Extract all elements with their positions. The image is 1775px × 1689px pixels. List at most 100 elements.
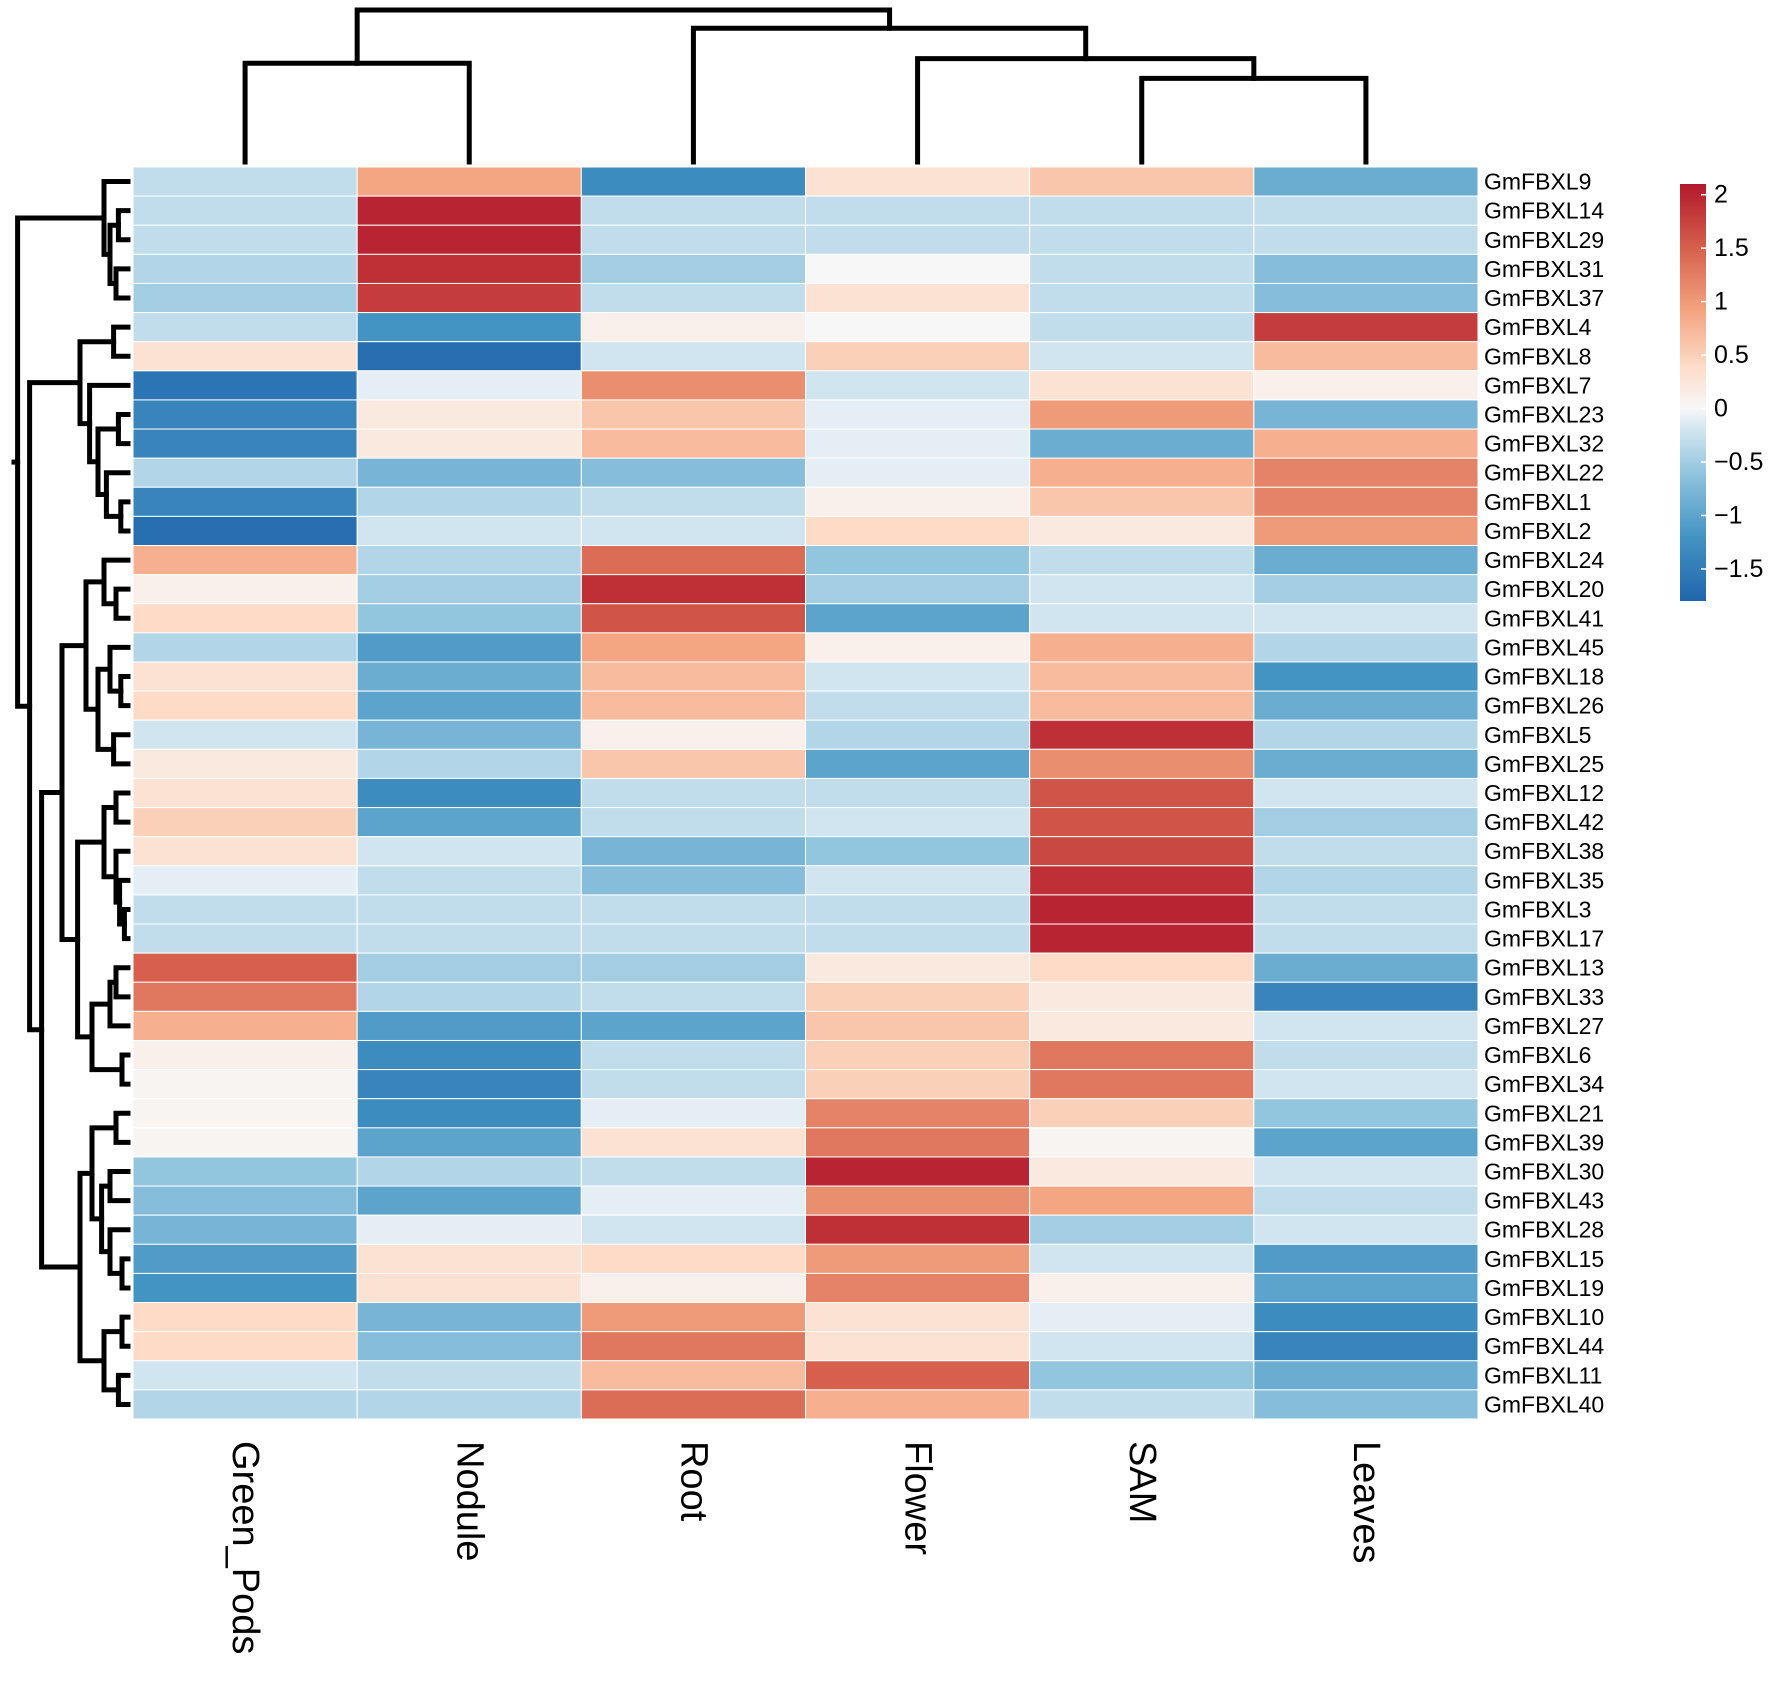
heatmap-cell [356,486,582,517]
legend-tick-label: −1.5 [1714,555,1763,583]
row-label: GmFBXL34 [1484,1071,1604,1097]
heatmap-cell [1029,1010,1255,1041]
heatmap-cell [580,1214,806,1245]
heatmap-cell [1253,690,1479,721]
row-label: GmFBXL38 [1484,838,1604,864]
heatmap-cell [1253,195,1479,226]
heatmap-cell [132,690,358,721]
heatmap-cell [1253,1039,1479,1071]
heatmap-cell [132,1010,358,1041]
heatmap-cell [805,836,1031,867]
heatmap-cell [1253,1360,1479,1391]
heatmap-cell [356,661,582,692]
heatmap-cell [1029,1127,1255,1158]
heatmap-cell [580,1010,806,1041]
heatmap-cell [805,1389,1031,1420]
heatmap-cell [1029,981,1255,1012]
row-label: GmFBXL19 [1484,1275,1604,1301]
heatmap-cell [580,312,806,343]
heatmap-cell [356,399,582,430]
row-dendrogram-branch [83,579,107,712]
heatmap-cell [1253,632,1479,663]
heatmap-cell [805,545,1031,576]
heatmap-cell [580,545,806,576]
heatmap-cell [1253,1302,1479,1333]
heatmap-cell [132,166,358,197]
heatmap-cell [1029,253,1255,284]
column-dendrogram-branch [690,25,1089,165]
heatmap-cell [580,632,806,663]
heatmap-cell [1253,457,1479,488]
heatmap-cell [356,1069,582,1100]
row-label: GmFBXL14 [1484,198,1604,224]
heatmap-cell [805,690,1031,721]
heatmap-cell [580,981,806,1012]
row-label: GmFBXL20 [1484,576,1604,602]
column-label: Flower [897,1441,939,1555]
heatmap-cell [805,1360,1031,1391]
heatmap-cell [805,1156,1031,1187]
heatmap-cell [132,981,358,1012]
heatmap-cell [132,1185,358,1216]
heatmap-cell [132,253,358,284]
heatmap-cell [580,515,806,547]
heatmap-cell [805,777,1031,809]
legend-ticks: 2 1.5 1 0.5 0 −0.5 −1 −1.5 [1701,181,1763,583]
heatmap-cell [1029,748,1255,779]
heatmap-cell [1029,166,1255,197]
heatmap-cell [356,748,582,779]
heatmap-cell [1253,952,1479,983]
heatmap-cell [356,341,582,372]
heatmap-cell [1253,1214,1479,1245]
heatmap-cell [1253,748,1479,779]
row-label: GmFBXL13 [1484,955,1604,981]
heatmap-cell [1029,632,1255,663]
heatmap-cell [1029,428,1255,459]
heatmap-cell [1029,515,1255,547]
heatmap-cell [356,894,582,925]
heatmap-cell [356,515,582,547]
heatmap-cell [580,1302,806,1333]
heatmap-cell [1029,1098,1255,1129]
heatmap-cell [1253,428,1479,459]
heatmap-cell [1029,224,1255,255]
heatmap-cell [356,545,582,576]
heatmap-cell [132,399,358,430]
heatmap-cell [805,1214,1031,1245]
heatmap-cell [580,195,806,226]
heatmap-cell [580,574,806,605]
heatmap-cell [356,224,582,255]
heatmap-cell [356,1302,582,1333]
heatmap-cell [805,1098,1031,1129]
row-dendrogram-branch [107,979,131,1029]
heatmap-cell [580,1243,806,1274]
heatmap-cell [132,1331,358,1362]
heatmap-cell [1253,807,1479,838]
heatmap-cell [1029,690,1255,721]
heatmap-cell [580,603,806,634]
heatmap-cell [356,981,582,1012]
column-dendrogram [242,7,1369,165]
heatmap-cell [1029,894,1255,925]
heatmap-cell [580,224,806,255]
heatmap-cell [1029,1185,1255,1216]
row-label: GmFBXL9 [1484,169,1591,195]
legend-tick-label: 0 [1714,395,1728,423]
row-label: GmFBXL4 [1484,314,1592,340]
heatmap-cell [805,195,1031,226]
heatmap-cell [580,1039,806,1071]
heatmap-cell [805,312,1031,343]
heatmap-cell [1029,1360,1255,1391]
row-label: GmFBXL32 [1484,431,1604,457]
heatmap-cell [580,719,806,750]
heatmap-cell [356,166,582,197]
heatmap-cell [1029,1214,1255,1245]
heatmap-cell [805,1331,1031,1362]
heatmap-cell [132,1243,358,1274]
legend-tick-label: 2 [1714,181,1728,209]
heatmap-cell [356,1039,582,1071]
row-dendrogram-branch [87,382,131,465]
row-label: GmFBXL7 [1484,372,1591,398]
heatmap-cell [580,1185,806,1216]
